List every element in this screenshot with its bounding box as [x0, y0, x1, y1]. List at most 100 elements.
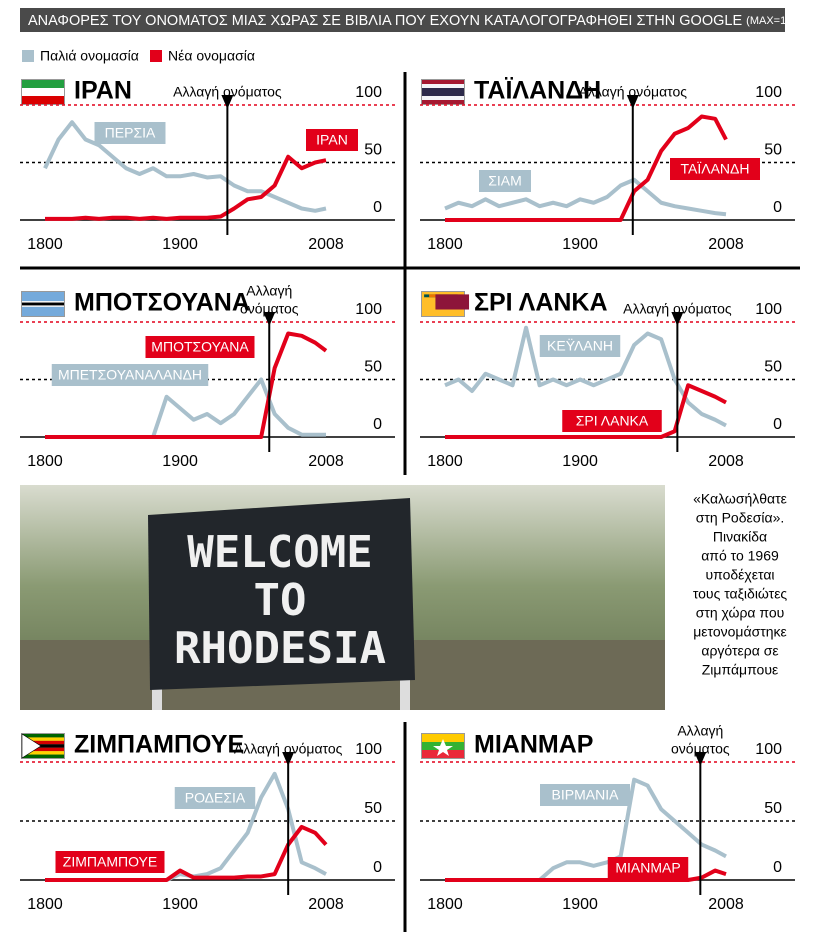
- chart-title: ΣΡΙ ΛΑΝΚΑ: [474, 289, 608, 317]
- x-tick-label: 1900: [562, 453, 598, 470]
- series-name: ΤΑΪΛΑΝΔΗ: [680, 161, 749, 177]
- series-name: ΠΕΡΣΙΑ: [105, 125, 156, 141]
- flag-part: [422, 88, 464, 96]
- name-box: [145, 336, 255, 358]
- y-tick-label: 0: [773, 199, 782, 216]
- chart-title: ΖΙΜΠΑΜΠΟΥΕ: [74, 731, 244, 759]
- series-line: [45, 377, 326, 439]
- flag-star: [433, 739, 453, 756]
- flag-part: [21, 733, 42, 759]
- caption-line: μετονομάστηκε: [693, 624, 787, 640]
- x-tick-label: 1800: [27, 236, 63, 253]
- flag-part: [422, 734, 464, 742]
- y-tick-label: 0: [373, 859, 382, 876]
- series-line: [445, 114, 728, 222]
- legend-label: Παλιά ονομασία: [40, 48, 139, 64]
- x-tick-label: 1900: [162, 896, 198, 913]
- sign-text: TO: [254, 575, 307, 626]
- flag-part: [22, 88, 64, 96]
- change-label: ονόματος: [240, 301, 299, 317]
- flag-part: [422, 80, 464, 84]
- chart-panel: ΙΡΑΝ 0 50 100 1800 1900 2008 Αλλαγή ονόματος ΠΕΡ…: [20, 77, 395, 253]
- series-line: [444, 177, 727, 217]
- chart-title: ΜΙΑΝΜΑΡ: [474, 731, 593, 759]
- y-tick-label: 50: [764, 800, 782, 817]
- caption-line: Πινακίδα: [713, 529, 767, 545]
- y-tick-label: 100: [355, 301, 382, 318]
- x-tick-label: 2008: [708, 896, 744, 913]
- change-marker: [221, 95, 234, 109]
- series-name: ΒΙΡΜΑΝΙΑ: [552, 787, 620, 803]
- x-tick-label: 1900: [562, 896, 598, 913]
- caption-line: Ζιμπάμπουε: [702, 662, 779, 678]
- header-note: (MAX=100): [746, 15, 802, 27]
- change-marker: [626, 95, 639, 109]
- x-tick-label: 1800: [27, 453, 63, 470]
- change-label: Αλλαγή ονόματος: [234, 741, 343, 757]
- series-line: [445, 383, 727, 439]
- y-tick-label: 0: [373, 199, 382, 216]
- caption-line: στη χώρα που: [696, 605, 785, 621]
- flag-part: [22, 292, 64, 302]
- y-tick-label: 50: [764, 359, 782, 376]
- chart-panel: ΖΙΜΠΑΜΠΟΥΕ 0 50 100 1800 1900 2008 Αλλαγή ονόμα…: [20, 731, 395, 913]
- flag-part: [22, 306, 64, 316]
- name-box: [607, 857, 689, 879]
- chart-title: ΙΡΑΝ: [74, 77, 132, 105]
- change-label: Αλλαγή ονόματος: [579, 84, 688, 100]
- y-tick-label: 100: [355, 741, 382, 758]
- legend-swatch: [22, 50, 34, 62]
- y-tick-label: 100: [755, 301, 782, 318]
- change-marker: [694, 752, 707, 766]
- name-box: [562, 410, 662, 432]
- series-name: ΜΙΑΝΜΑΡ: [615, 860, 680, 876]
- flag-part: [22, 80, 64, 88]
- change-marker: [282, 752, 295, 766]
- x-tick-label: 2008: [308, 236, 344, 253]
- chart-title: ΜΠΟΤΣΟΥΑΝΑ: [74, 289, 250, 317]
- x-tick-label: 1800: [427, 453, 463, 470]
- chart-panel: ΜΠΟΤΣΟΥΑΝΑ 0 50 100 1800 1900 2008 Αλλαγή ονόματ…: [20, 283, 395, 470]
- change-label: Αλλαγή ονόματος: [623, 301, 732, 317]
- y-tick-label: 50: [364, 800, 382, 817]
- change-label: Αλλαγή: [677, 723, 723, 739]
- x-tick-label: 1900: [162, 236, 198, 253]
- series-line: [444, 325, 727, 428]
- y-tick-label: 100: [755, 741, 782, 758]
- flag-part: [422, 96, 464, 100]
- flag-part: [422, 750, 464, 758]
- change-label: ονόματος: [671, 741, 730, 757]
- y-tick-label: 100: [755, 84, 782, 101]
- flag-part: [435, 294, 470, 310]
- series-line: [45, 824, 328, 882]
- series-line: [45, 331, 328, 439]
- x-tick-label: 1800: [427, 236, 463, 253]
- series-name: ΚΕΫΛΑΝΗ: [547, 338, 613, 354]
- x-tick-label: 1800: [427, 896, 463, 913]
- series-name: ΣΙΑΜ: [488, 173, 522, 189]
- name-box: [540, 784, 630, 806]
- x-tick-label: 2008: [708, 453, 744, 470]
- y-tick-label: 0: [773, 416, 782, 433]
- x-tick-label: 1800: [27, 896, 63, 913]
- y-tick-label: 50: [764, 142, 782, 159]
- flag-part: [422, 84, 464, 88]
- series-name: ΜΠΕΤΣΟΥΑΝΑΛΑΝΔΗ: [58, 367, 202, 383]
- change-marker: [671, 312, 684, 326]
- flag-part: [22, 734, 64, 738]
- series-name: ΖΙΜΠΑΜΠΟΥΕ: [63, 854, 157, 870]
- series-name: ΜΠΟΤΣΟΥΑΝΑ: [151, 339, 249, 355]
- caption-line: τους ταξιδιώτες: [693, 586, 788, 602]
- y-tick-label: 100: [355, 84, 382, 101]
- flag-part: [22, 754, 64, 758]
- caption-line: από το 1969: [701, 548, 779, 564]
- header-title: ΑΝΑΦΟΡΕΣ ΤΟΥ ΟΝΟΜΑΤΟΣ ΜΙΑΣ ΧΩΡΑΣ ΣΕ ΒΙΒΛ…: [28, 13, 802, 29]
- name-box: [55, 851, 165, 873]
- flag-part: [22, 747, 64, 752]
- flag-part: [22, 751, 64, 755]
- legend-swatch: [150, 50, 162, 62]
- sign-text: WELCOME: [187, 527, 372, 578]
- sign-board: [148, 498, 415, 690]
